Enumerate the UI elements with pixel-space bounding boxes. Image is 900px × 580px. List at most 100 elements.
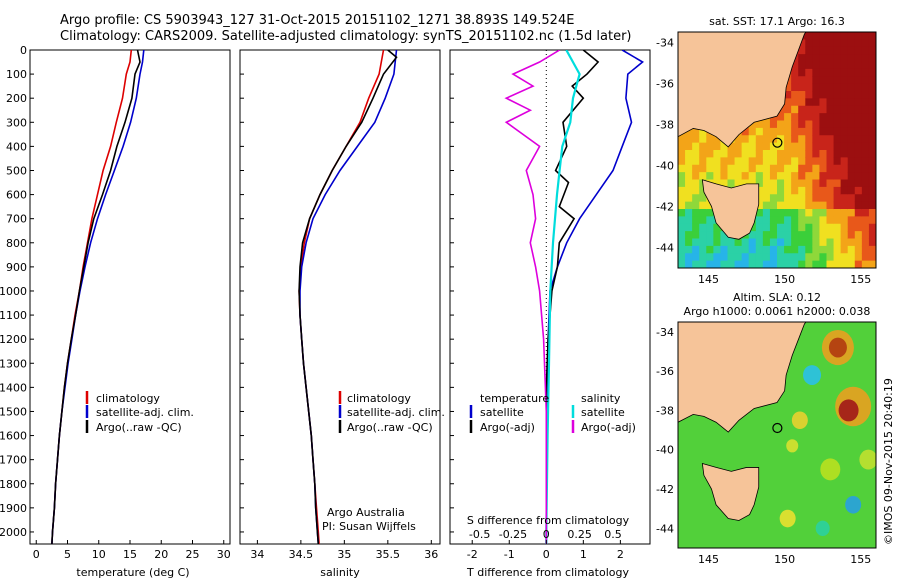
sst-cell — [692, 245, 700, 254]
map-y-tick-label: -38 — [656, 404, 674, 417]
sla-anomaly-blob — [828, 337, 847, 358]
sst-cell — [741, 157, 750, 166]
sst-cell — [706, 245, 714, 254]
sst-cell — [812, 172, 820, 181]
salinity-panel-frame — [239, 49, 441, 545]
sst-cell — [805, 245, 813, 254]
x-tick-label: 0 — [33, 548, 40, 561]
sst-cell — [713, 223, 721, 232]
sst-cell — [826, 76, 835, 85]
sst-cell — [868, 61, 876, 70]
sst-cell — [847, 245, 856, 254]
sst-cell — [685, 157, 693, 166]
x-tick-label: 2 — [617, 548, 624, 561]
map-y-tick-label: -34 — [656, 36, 674, 49]
sst-cell — [755, 194, 764, 203]
sst-cell — [791, 113, 799, 122]
sst-cell — [769, 120, 778, 129]
sst-cell — [805, 209, 813, 217]
sst-cell — [706, 253, 714, 262]
sst-cell — [826, 150, 835, 158]
sst-cell — [812, 231, 820, 240]
sst-cell — [791, 135, 799, 144]
sst-cell — [854, 105, 863, 114]
sst-cell — [826, 61, 835, 70]
sst-cell — [692, 127, 700, 136]
sst-cell — [854, 68, 863, 77]
sst-cell — [706, 209, 714, 217]
sst-cell — [826, 135, 835, 144]
sst-cell — [769, 127, 778, 136]
sst-cell — [812, 253, 820, 262]
sst-cell — [699, 209, 707, 217]
sst-cell — [798, 113, 806, 122]
sst-cell — [854, 223, 863, 232]
sst-cell — [791, 172, 799, 181]
sst-cell — [791, 201, 799, 210]
y-tick-label: 1800 — [0, 478, 27, 491]
sst-cell — [741, 179, 750, 188]
sst-cell — [769, 157, 778, 166]
sst-cell — [784, 231, 792, 240]
sst-cell — [812, 98, 820, 107]
sst-cell — [692, 150, 700, 158]
sst-cell — [784, 260, 792, 268]
sst-cell — [678, 194, 686, 203]
sst-cell — [678, 135, 686, 144]
sst-cell — [777, 201, 785, 210]
salinity-legend: climatology satellite-adj. clim. Argo(..… — [322, 391, 445, 533]
sst-cell — [699, 150, 707, 158]
sst-cell — [755, 231, 764, 240]
sst-map-title: sat. SST: 17.1 Argo: 16.3 — [709, 15, 845, 28]
sst-cell — [784, 238, 792, 247]
sst-cell — [847, 157, 856, 166]
sst-cell — [748, 172, 757, 181]
sst-cell — [791, 164, 799, 173]
sst-cell — [713, 150, 721, 158]
sst-cell — [826, 127, 835, 136]
sst-cell — [826, 32, 835, 40]
sst-cell — [812, 164, 820, 173]
sst-cell — [762, 231, 771, 240]
sst-cell — [798, 150, 806, 158]
sst-cell — [840, 113, 849, 122]
sst-cell — [861, 260, 870, 268]
sst-cell — [762, 260, 771, 268]
sst-cell — [741, 150, 750, 158]
sst-cell — [854, 157, 863, 166]
sst-cell — [713, 238, 721, 247]
sst-cell — [819, 253, 827, 262]
sst-cell — [819, 54, 827, 63]
sst-cell — [678, 209, 686, 217]
sst-cell — [861, 201, 870, 210]
sst-cell — [854, 216, 863, 225]
sst-cell — [847, 76, 856, 85]
y-tick-label: 1000 — [0, 285, 27, 298]
sst-cell — [854, 39, 863, 48]
sst-cell — [791, 120, 799, 129]
land-tasmania — [701, 179, 760, 240]
sst-cell — [812, 194, 820, 203]
sst-cell — [854, 253, 863, 262]
sst-cell — [833, 68, 842, 77]
sst-cell — [748, 142, 757, 151]
sst-cell — [847, 164, 856, 173]
sst-cell — [861, 194, 870, 203]
sst-cell — [762, 253, 771, 262]
sst-cell — [791, 127, 799, 136]
sst-cell — [791, 238, 799, 247]
sst-cell — [868, 253, 876, 262]
sst-cell — [805, 157, 813, 166]
sst-cell — [833, 186, 842, 195]
sst-cell — [819, 76, 827, 85]
y-tick-label: 800 — [6, 237, 27, 250]
sst-cell — [847, 260, 856, 268]
sst-cell — [777, 231, 785, 240]
series-line-argo-raw-qc- — [298, 50, 398, 544]
sst-cell — [699, 164, 707, 173]
sst-cell — [868, 32, 876, 40]
sst-cell — [777, 157, 785, 166]
sst-cell — [699, 253, 707, 262]
sst-cell — [791, 142, 799, 151]
y-tick-label: 500 — [6, 164, 27, 177]
